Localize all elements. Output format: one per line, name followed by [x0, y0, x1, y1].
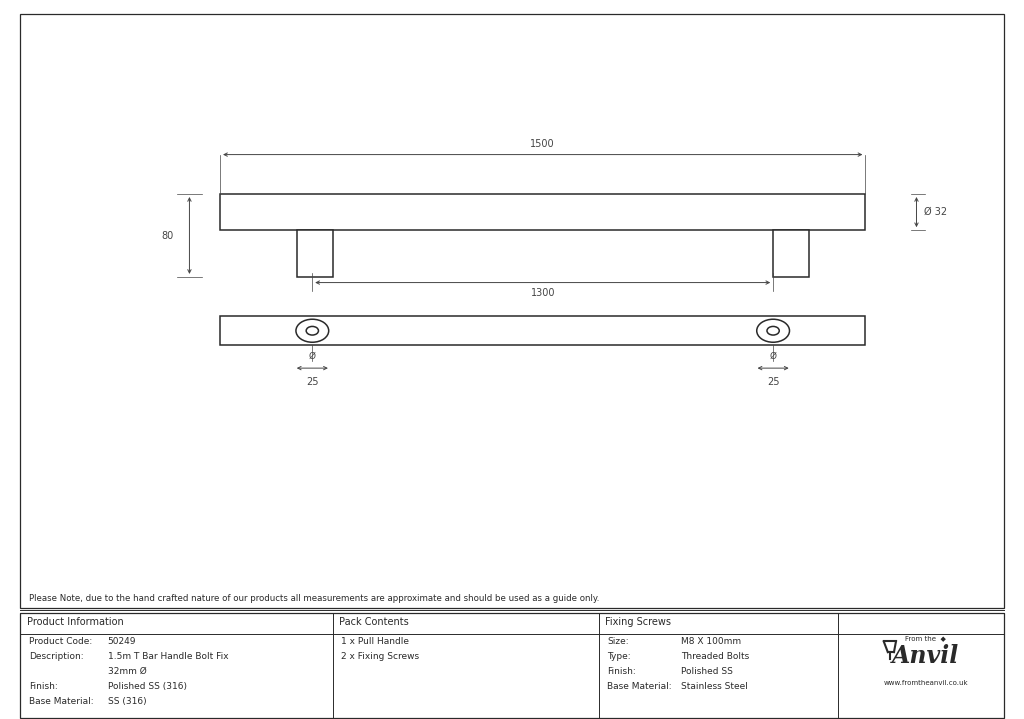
Text: Pack Contents: Pack Contents	[339, 617, 409, 627]
Text: Ø 32: Ø 32	[924, 207, 947, 217]
Text: Finish:: Finish:	[29, 682, 57, 691]
Text: Ø: Ø	[309, 352, 315, 361]
Text: 2 x Fixing Screws: 2 x Fixing Screws	[341, 652, 419, 661]
Text: Fixing Screws: Fixing Screws	[605, 617, 671, 627]
Bar	[20, 613, 1004, 718]
Text: Anvil: Anvil	[892, 644, 959, 669]
Bar	[220, 316, 865, 345]
Text: M8 X 100mm: M8 X 100mm	[681, 637, 741, 646]
Text: 1300: 1300	[530, 288, 555, 298]
Text: Polished SS (316): Polished SS (316)	[108, 682, 186, 691]
Circle shape	[767, 326, 779, 335]
Text: Stainless Steel: Stainless Steel	[681, 682, 748, 691]
Circle shape	[757, 319, 790, 342]
Text: Threaded Bolts: Threaded Bolts	[681, 652, 750, 661]
Circle shape	[296, 319, 329, 342]
Bar	[220, 194, 865, 230]
Text: 1.5m T Bar Handle Bolt Fix: 1.5m T Bar Handle Bolt Fix	[108, 652, 228, 661]
Text: Finish:: Finish:	[607, 667, 636, 676]
Text: Description:: Description:	[29, 652, 83, 661]
Text: SS (316): SS (316)	[108, 697, 146, 706]
Text: Polished SS: Polished SS	[681, 667, 733, 676]
Text: From the  ◆: From the ◆	[905, 635, 946, 641]
Text: 32mm Ø: 32mm Ø	[108, 667, 146, 676]
Text: 25: 25	[767, 377, 779, 387]
Bar	[773, 230, 809, 277]
Text: Size:: Size:	[607, 637, 629, 646]
Text: 50249: 50249	[108, 637, 136, 646]
Bar	[297, 230, 333, 277]
Text: Base Material:: Base Material:	[607, 682, 672, 691]
Text: 1500: 1500	[530, 139, 555, 149]
Text: Type:: Type:	[607, 652, 631, 661]
Bar	[20, 14, 1004, 608]
Text: www.fromtheanvil.co.uk: www.fromtheanvil.co.uk	[884, 680, 968, 686]
Text: 1 x Pull Handle: 1 x Pull Handle	[341, 637, 409, 646]
Text: Ø: Ø	[770, 352, 776, 361]
Text: Product Code:: Product Code:	[29, 637, 92, 646]
Text: 25: 25	[306, 377, 318, 387]
Text: Please Note, due to the hand crafted nature of our products all measurements are: Please Note, due to the hand crafted nat…	[29, 594, 599, 603]
Text: 80: 80	[162, 231, 174, 241]
Text: Product Information: Product Information	[27, 617, 123, 627]
Circle shape	[306, 326, 318, 335]
Text: Base Material:: Base Material:	[29, 697, 93, 706]
